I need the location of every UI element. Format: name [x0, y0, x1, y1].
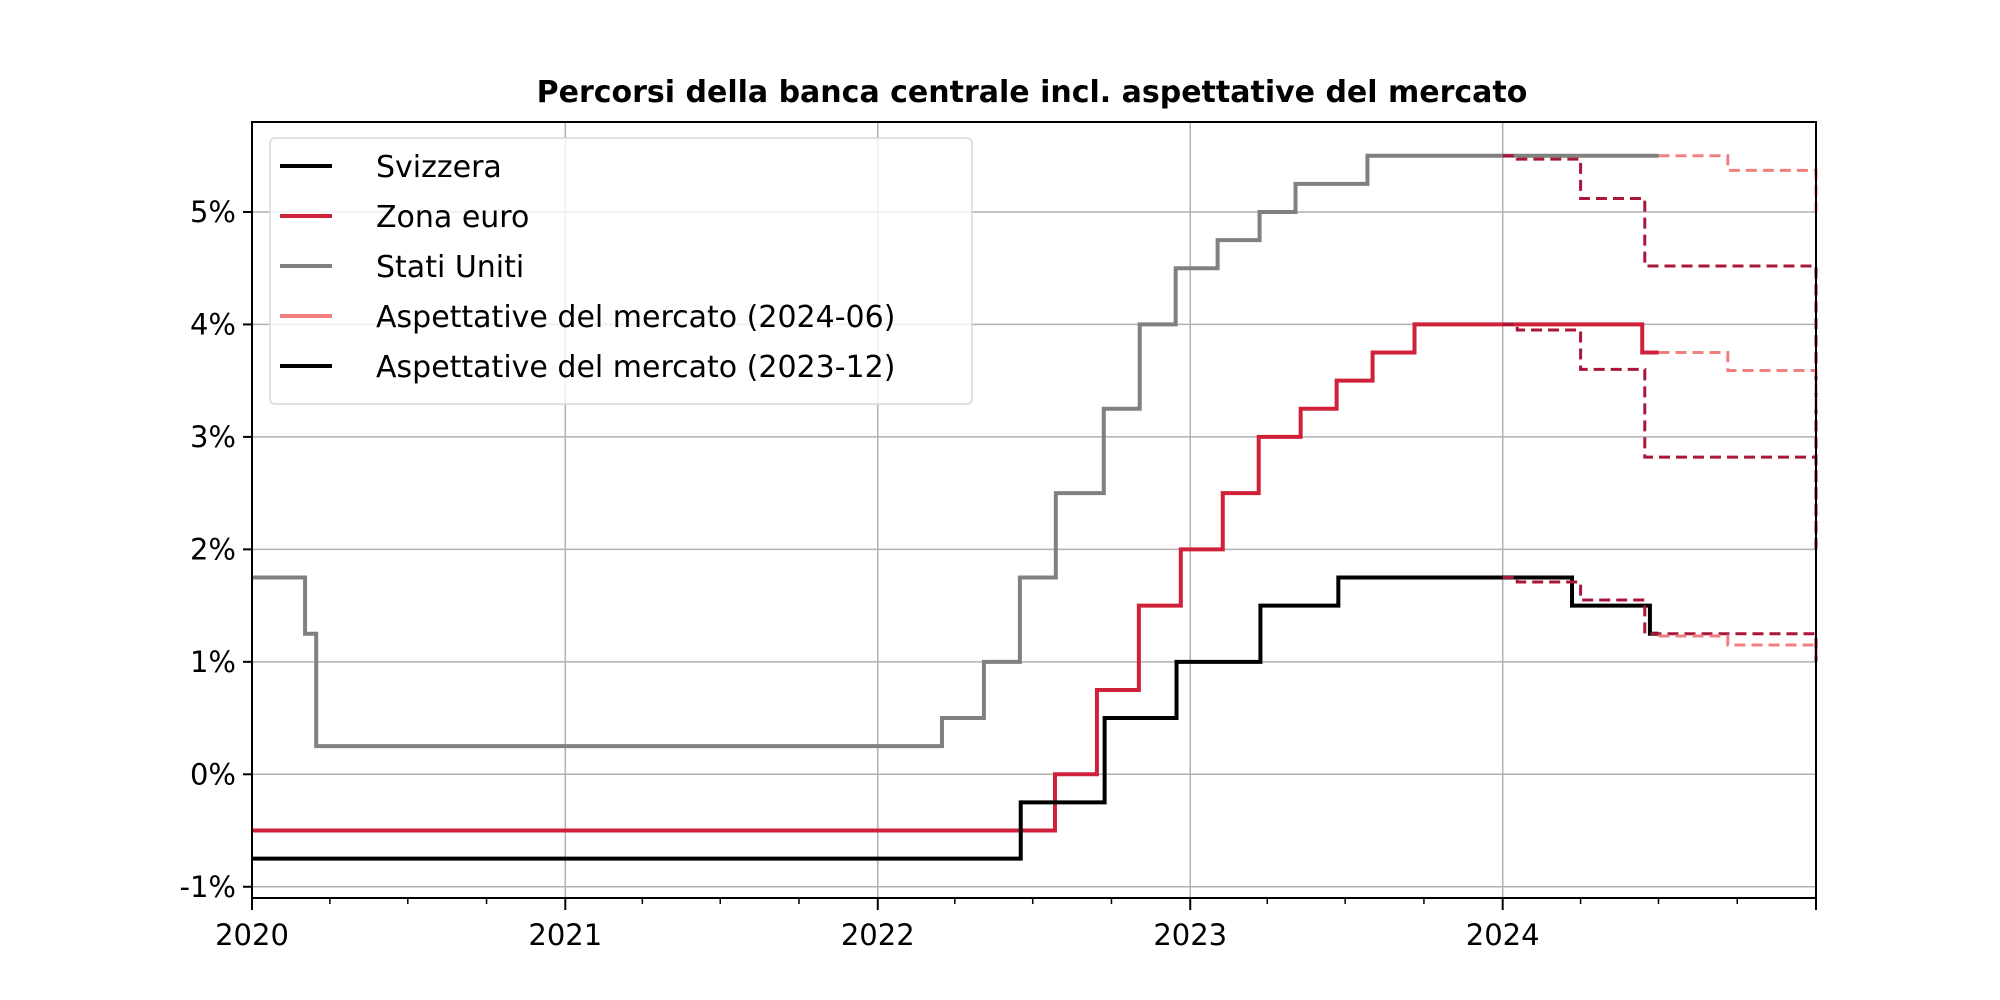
x-tick-label: 2024	[1466, 918, 1540, 952]
legend-box	[269, 137, 973, 405]
y-tick-label: 2%	[190, 532, 236, 566]
series-line-exp-2023-12-ch	[1502, 575, 1818, 662]
series-line-ch	[252, 575, 1659, 861]
x-axis: 2020 2021 2022 2023 2024	[215, 898, 1817, 952]
y-tick-label: 4%	[190, 307, 236, 341]
legend: Svizzera Zona euro Stati Uniti Aspettative …	[269, 137, 973, 405]
y-tick-label: 0%	[190, 757, 236, 791]
legend-label: Zona euro	[376, 200, 529, 235]
series-line-ez	[252, 322, 1659, 833]
legend-label: Aspettative del mercato (2023-12)	[376, 350, 895, 385]
x-tick-label: 2022	[841, 918, 915, 952]
x-tick-label: 2023	[1153, 918, 1227, 952]
series-line-exp-2023-12-us	[1502, 154, 1818, 550]
plot-series	[252, 153, 1818, 861]
y-tick-label: -1%	[180, 870, 236, 904]
legend-label: Stati Uniti	[376, 250, 524, 285]
y-axis: -1% 0% 1% 2% 3% 4% 5%	[180, 195, 252, 904]
plot-frame	[251, 121, 1817, 899]
legend-label: Aspettative del mercato (2024-06)	[376, 300, 895, 335]
chart-title: Percorsi della banca centrale incl. aspe…	[537, 75, 1528, 110]
y-tick-label: 5%	[190, 195, 236, 229]
x-tick-label: 2021	[528, 918, 602, 952]
legend-label: Svizzera	[376, 150, 502, 185]
y-tick-label: 3%	[190, 420, 236, 454]
x-tick-label: 2020	[215, 918, 289, 952]
series-line-us	[252, 153, 1659, 749]
series-line-exp-2023-12-ez	[1502, 322, 1818, 550]
y-tick-label: 1%	[190, 645, 236, 679]
